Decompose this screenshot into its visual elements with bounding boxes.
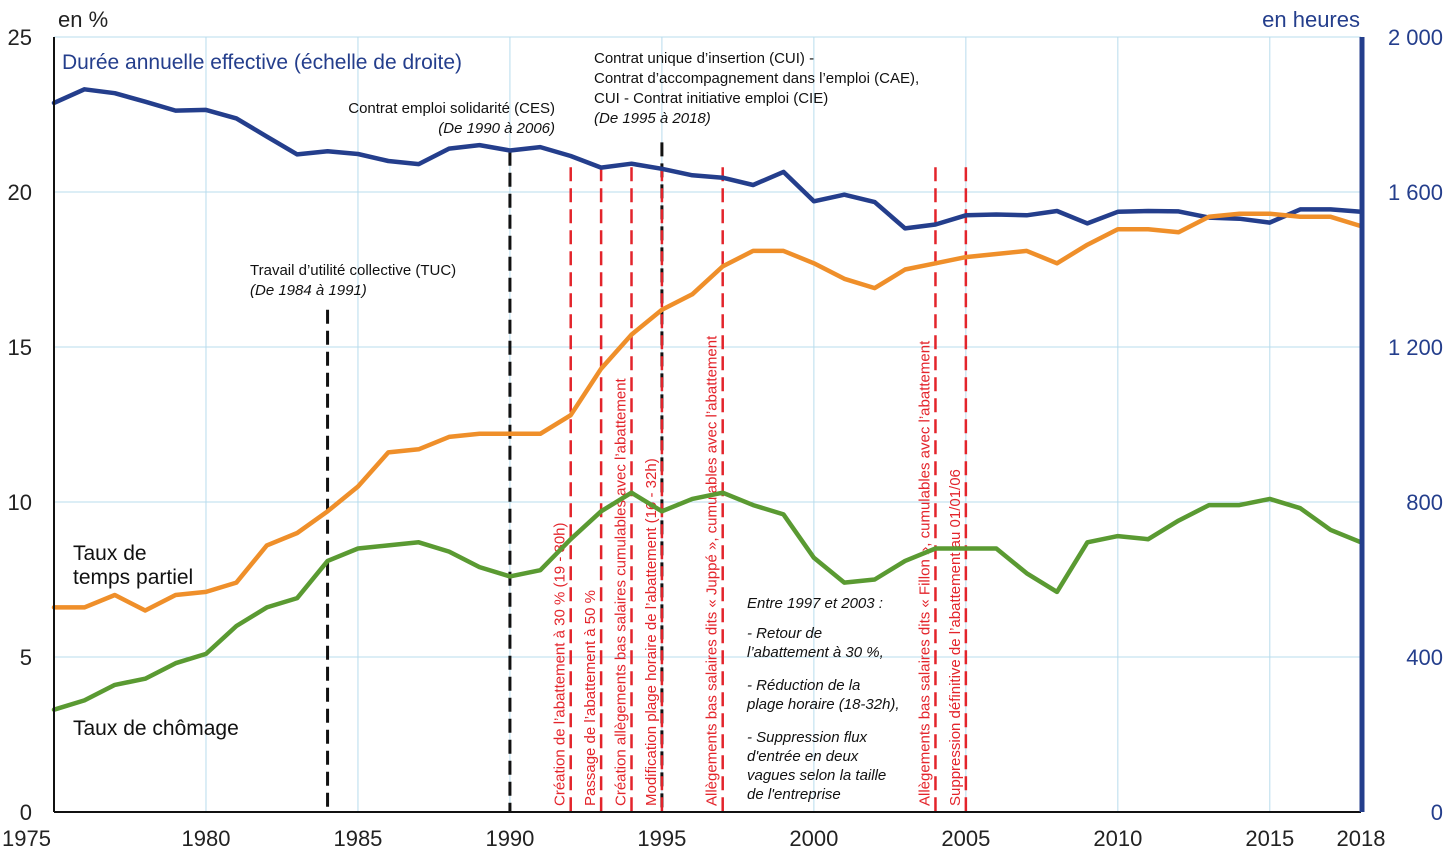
annotation-box-line: vagues selon la taille <box>747 767 886 784</box>
annotation-box-1997-2003: Entre 1997 et 2003 : - Retour de l’abattem… <box>746 595 900 803</box>
series-line-partiel <box>51 211 1364 613</box>
annotation-box-line: - Retour de <box>747 625 822 642</box>
event-label: Création de l’abattement à 30 % (19 - 30… <box>552 522 569 806</box>
y-right-tick-label: 1 600 <box>1388 180 1443 205</box>
annotation-cui-period: (De 1995 à 2018) <box>594 110 711 127</box>
x-tick-label: 1995 <box>637 826 686 851</box>
annotation-ces-title: Contrat emploi solidarité (CES) <box>348 100 555 117</box>
y-left-tick-label: 5 <box>20 645 32 670</box>
series-label-partiel-line2: temps partiel <box>73 566 193 589</box>
annotation-box-line: plage horaire (18-32h), <box>746 696 900 713</box>
y-left-tick-label: 0 <box>20 800 32 825</box>
annotation-box-line: de l'entreprise <box>747 786 841 803</box>
x-tick-label: 1975 <box>2 826 51 851</box>
y-right-tick-label: 800 <box>1406 490 1443 515</box>
y-right-tick-label: 1 200 <box>1388 335 1443 360</box>
y-left-tick-label: 25 <box>8 25 32 50</box>
x-tick-label: 1980 <box>182 826 231 851</box>
x-tick-label: 2015 <box>1245 826 1294 851</box>
event-label: Passage de l’abattement à 50 % <box>582 590 599 806</box>
y-right-axis-title: en heures <box>1262 7 1360 32</box>
y-right-tick-label: 0 <box>1431 800 1443 825</box>
y-left-tick-label: 20 <box>8 180 32 205</box>
y-right-tick-label: 400 <box>1406 645 1443 670</box>
annotation-cui-line2: Contrat d’accompagnement dans l’emploi (… <box>594 70 919 87</box>
series-label-duree: Durée annuelle effective (échelle de dro… <box>62 51 462 74</box>
event-label: Création allègements bas salaires cumula… <box>613 377 630 806</box>
annotation-cui-line3: CUI - Contrat initiative emploi (CIE) <box>594 90 828 107</box>
series-label-partiel-line1: Taux de <box>73 542 147 565</box>
axes <box>53 37 1365 813</box>
annotation-box-line: Entre 1997 et 2003 : <box>747 595 883 612</box>
event-label: Allègements bas salaires dits « Fillon »… <box>916 340 933 806</box>
event-label: Modification plage horaire de l’abatteme… <box>643 458 660 806</box>
annotation-tuc-title: Travail d’utilité collective (TUC) <box>250 262 456 279</box>
tick-labels: 1975 1980 1985 1990 1995 2000 2005 2010 2015 2018… <box>2 25 1443 851</box>
annotation-box-line: - Suppression flux <box>747 729 868 746</box>
annotation-box-line: l’abattement à 30 %, <box>747 644 884 661</box>
event-lines: Création de l’abattement à 30 % (19 - 30… <box>326 142 968 812</box>
y-left-tick-label: 15 <box>8 335 32 360</box>
event-label: Allègements bas salaires dits « Juppé »,… <box>704 335 721 806</box>
annotation-ces-period: (De 1990 à 2006) <box>438 120 555 137</box>
annotation-cui-line1: Contrat unique d’insertion (CUI) - <box>594 50 814 67</box>
series-label-chomage: Taux de chômage <box>73 717 239 740</box>
x-tick-label: 1990 <box>485 826 534 851</box>
annotation-box-line: d'entrée en deux <box>747 748 859 765</box>
x-tick-label: 2000 <box>789 826 838 851</box>
annotation-box-line: - Réduction de la <box>747 677 860 694</box>
y-left-tick-label: 10 <box>8 490 32 515</box>
x-tick-label: 1985 <box>333 826 382 851</box>
series-line-duree <box>51 87 1364 231</box>
series-lines <box>51 87 1364 712</box>
event-label: Suppression définitive de l’abattement a… <box>947 469 964 806</box>
y-right-tick-label: 2 000 <box>1388 25 1443 50</box>
y-left-axis-title: en % <box>58 7 108 32</box>
x-tick-label: 2018 <box>1337 826 1386 851</box>
series-line-chomage <box>51 490 1364 712</box>
annotation-tuc-period: (De 1984 à 1991) <box>250 282 367 299</box>
x-tick-label: 2010 <box>1093 826 1142 851</box>
x-tick-label: 2005 <box>941 826 990 851</box>
